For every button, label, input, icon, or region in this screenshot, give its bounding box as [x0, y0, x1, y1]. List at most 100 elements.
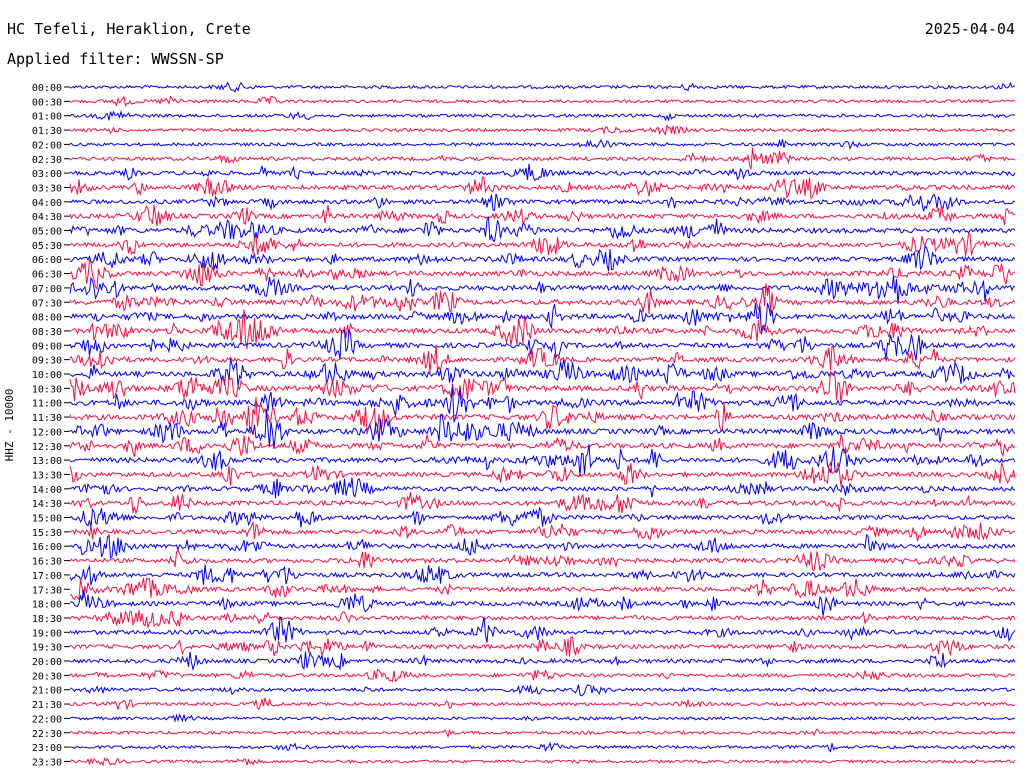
row-tick-label: 09:00 — [32, 341, 62, 352]
row-tick-label: 01:30 — [32, 126, 62, 137]
trace-line — [69, 521, 1016, 542]
row-tick-label: 19:30 — [32, 643, 62, 654]
row-tick-label: 18:00 — [32, 600, 62, 611]
row-tick-label: 16:00 — [32, 542, 62, 553]
row-tick-label: 22:00 — [32, 714, 62, 725]
trace-line — [69, 81, 1016, 93]
trace-line — [69, 589, 1016, 616]
trace-line — [69, 617, 1016, 643]
row-tick-label: 17:30 — [32, 585, 62, 596]
trace-line — [69, 109, 1016, 122]
row-tick-label: 11:30 — [32, 413, 62, 424]
row-tick-label: 20:00 — [32, 657, 62, 668]
trace-line — [69, 358, 1016, 386]
trace-line — [69, 283, 1016, 315]
trace-line — [69, 477, 1016, 499]
row-tick-label: 05:30 — [32, 241, 62, 252]
row-tick-label: 07:30 — [32, 298, 62, 309]
trace-line — [69, 728, 1016, 739]
trace-line — [69, 564, 1016, 586]
trace-line — [69, 386, 1016, 423]
trace-line — [69, 163, 1016, 182]
filter-label: Applied filter: WWSSN-SP — [7, 50, 224, 68]
trace-line — [69, 193, 1016, 212]
trace-line — [69, 370, 1016, 403]
row-tick-label: 17:00 — [32, 571, 62, 582]
row-tick-label: 08:00 — [32, 313, 62, 324]
row-tick-label: 16:30 — [32, 557, 62, 568]
trace-line — [69, 506, 1016, 528]
trace-line — [69, 636, 1016, 657]
trace-line — [69, 215, 1016, 243]
trace-line — [69, 548, 1016, 572]
row-tick-label: 13:30 — [32, 470, 62, 481]
row-tick-label: 19:00 — [32, 628, 62, 639]
row-tick-label: 15:00 — [32, 514, 62, 525]
trace-line — [69, 741, 1016, 753]
trace-line — [69, 668, 1016, 683]
trace-line — [69, 684, 1016, 697]
row-tick-label: 05:00 — [32, 227, 62, 238]
row-tick-label: 12:30 — [32, 442, 62, 453]
trace-line — [69, 444, 1016, 477]
trace-line — [70, 577, 1016, 601]
trace-line — [69, 309, 1016, 350]
trace-line — [69, 233, 1016, 257]
row-tick-label: 04:30 — [32, 212, 62, 223]
trace-line — [69, 461, 1016, 487]
row-tick-label: 13:00 — [32, 456, 62, 467]
trace-line — [69, 434, 1016, 458]
trace-line — [69, 533, 1016, 559]
trace-line — [69, 123, 1016, 136]
row-tick-label: 15:30 — [32, 528, 62, 539]
trace-line — [69, 697, 1016, 711]
row-tick-label: 03:30 — [32, 183, 62, 194]
row-tick-label: 22:30 — [32, 729, 62, 740]
row-tick-label: 07:00 — [32, 284, 62, 295]
trace-line — [69, 650, 1016, 672]
trace-line — [69, 302, 1016, 335]
trace-line — [69, 408, 1016, 449]
trace-line — [69, 713, 1016, 723]
trace-line — [69, 138, 1016, 151]
trace-line — [69, 175, 1016, 200]
trace-line — [69, 275, 1016, 305]
trace-line — [69, 204, 1016, 227]
station-title: HC Tefeli, Heraklion, Crete — [7, 20, 251, 38]
trace-line — [69, 344, 1016, 373]
row-tick-label: 10:00 — [32, 370, 62, 381]
row-tick-label: 20:30 — [32, 671, 62, 682]
trace-line — [69, 492, 1016, 516]
trace-line — [69, 147, 1016, 170]
row-tick-label: 06:30 — [32, 270, 62, 281]
row-tick-label: 12:00 — [32, 427, 62, 438]
row-tick-label: 03:00 — [32, 169, 62, 180]
trace-line — [69, 95, 1016, 108]
trace-line — [69, 328, 1016, 361]
trace-line — [69, 258, 1016, 291]
row-tick-label: 21:00 — [32, 686, 62, 697]
row-tick-label: 02:30 — [32, 155, 62, 166]
row-tick-label: 06:00 — [32, 255, 62, 266]
trace-line — [69, 757, 1016, 767]
row-tick-label: 04:00 — [32, 198, 62, 209]
row-tick-label: 11:00 — [32, 399, 62, 410]
row-tick-label: 23:00 — [32, 743, 62, 754]
row-tick-label: 02:00 — [32, 140, 62, 151]
row-tick-label: 18:30 — [32, 614, 62, 625]
trace-line — [69, 245, 1016, 272]
row-tick-label: 00:30 — [32, 97, 62, 108]
row-tick-label: 00:00 — [32, 83, 62, 94]
trace-line — [69, 396, 1016, 436]
row-tick-label: 21:30 — [32, 700, 62, 711]
row-tick-label: 08:30 — [32, 327, 62, 338]
row-tick-label: 14:00 — [32, 485, 62, 496]
row-tick-label: 23:30 — [32, 757, 62, 768]
row-tick-label: 14:30 — [32, 499, 62, 510]
date-label: 2025-04-04 — [924, 20, 1015, 38]
row-tick-label: 10:30 — [32, 384, 62, 395]
row-tick-label: 09:30 — [32, 356, 62, 367]
trace-line — [69, 610, 1016, 628]
row-tick-label: 01:00 — [32, 112, 62, 123]
